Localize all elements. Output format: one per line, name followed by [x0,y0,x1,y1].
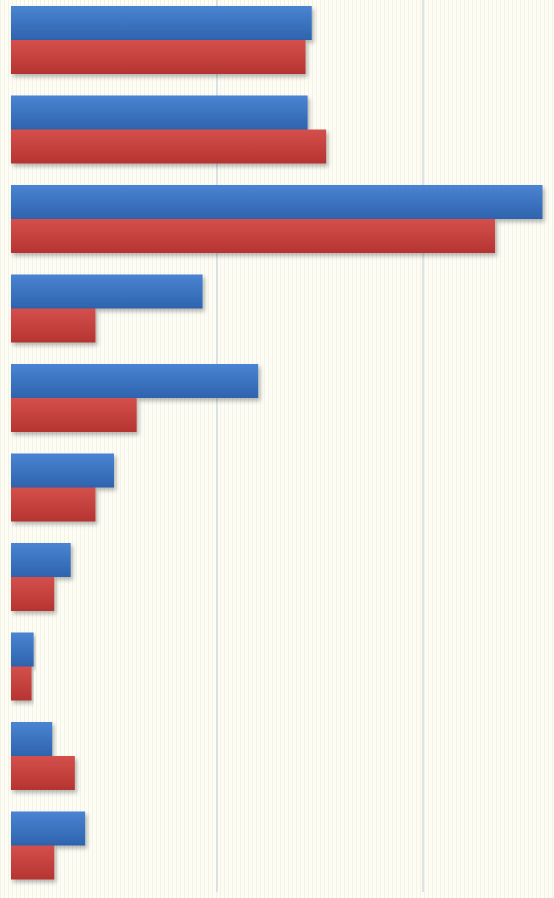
bar-series-2-item-8 [11,666,32,701]
bar-series-2-item-5 [11,398,137,432]
bar-series-2-item-6 [11,487,96,522]
bar-series-1-item-8 [11,632,34,667]
bar-series-1-item-9 [11,722,53,756]
bars [11,6,543,880]
bar-series-1-item-5 [11,364,259,398]
bar-series-1-item-1 [11,6,312,40]
bar-series-2-item-7 [11,577,55,611]
bar-series-2-item-10 [11,845,55,880]
bar-series-1-item-7 [11,543,71,577]
bar-series-1-item-2 [11,95,308,130]
bar-series-2-item-4 [11,308,96,343]
bar-series-2-item-1 [11,40,306,74]
bar-series-1-item-4 [11,274,203,309]
bar-series-2-item-3 [11,219,496,253]
bar-series-2-item-2 [11,129,327,164]
bar-series-2-item-9 [11,756,75,790]
bar-series-1-item-10 [11,811,86,846]
bar-series-1-item-6 [11,453,114,488]
bar-series-1-item-3 [11,185,543,219]
